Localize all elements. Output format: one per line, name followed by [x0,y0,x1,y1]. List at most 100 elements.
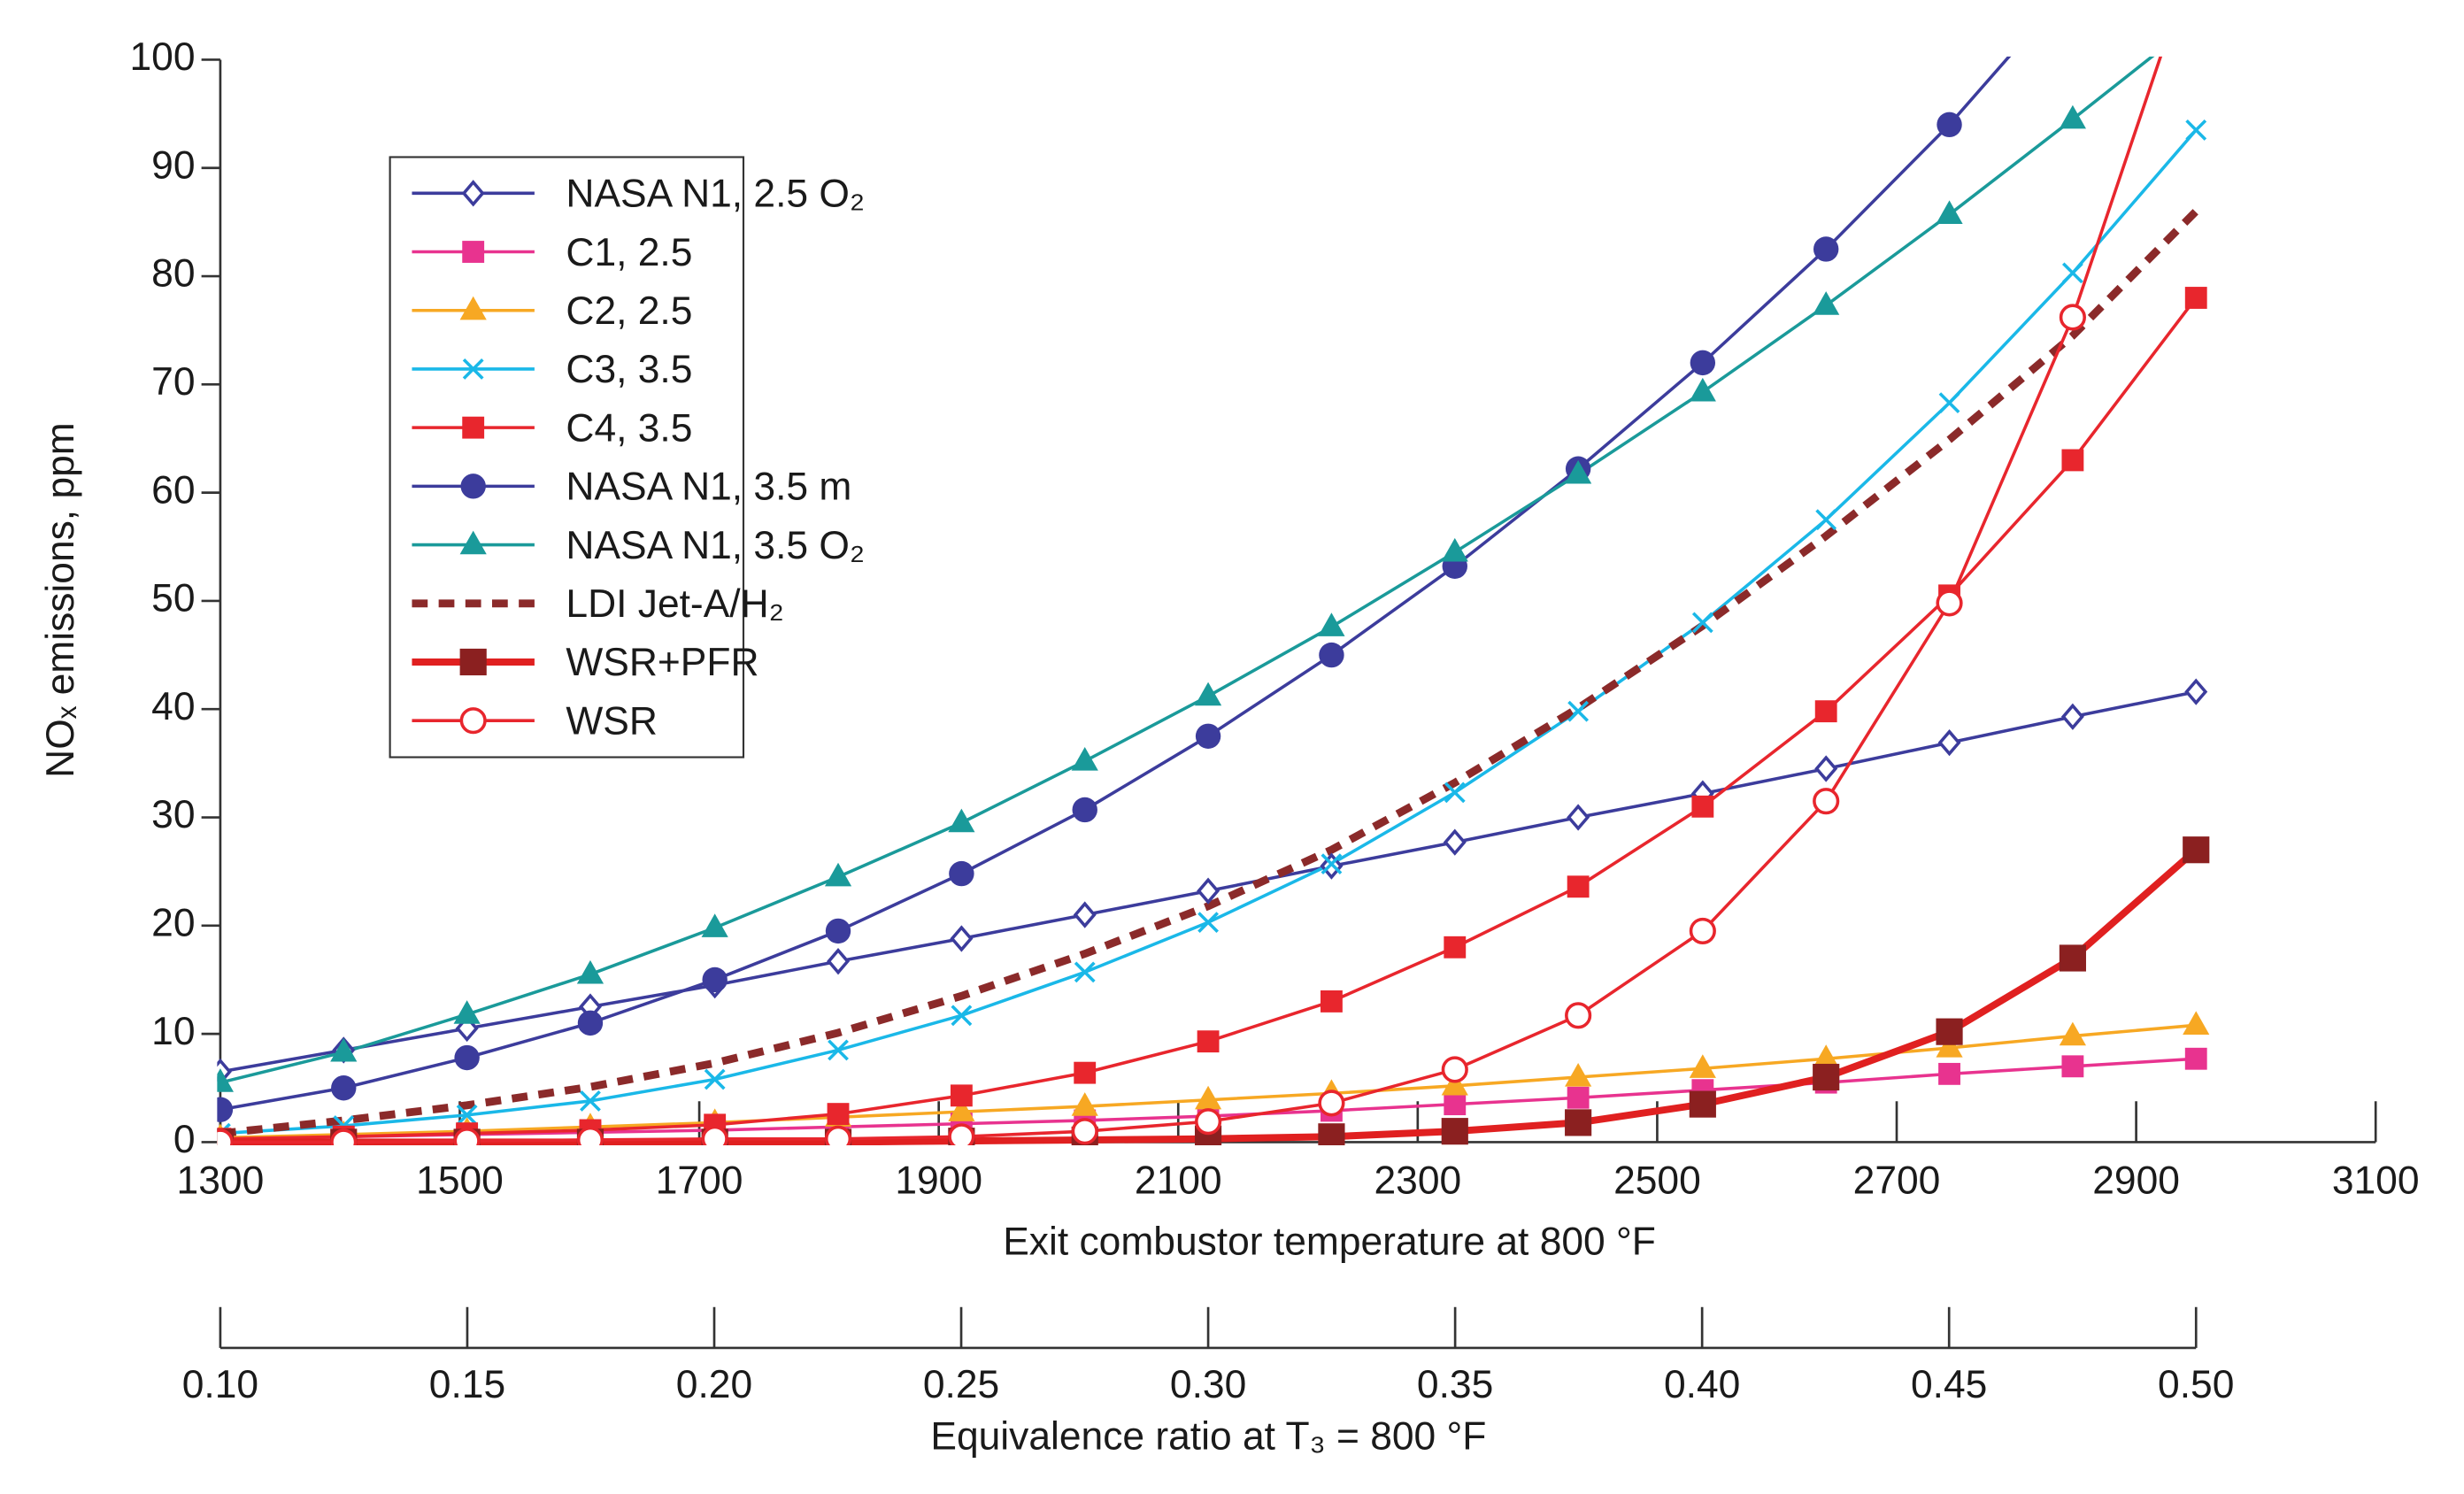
y-tick-label: 70 [151,360,195,404]
x-tick-label: 1300 [177,1159,265,1202]
legend-label: WSR+PFR [566,641,758,684]
marker [948,808,975,833]
marker [951,1005,973,1027]
x-tick-label: 1700 [656,1159,743,1202]
marker [824,862,852,887]
marker [459,530,487,555]
x-tick-label: 3100 [2332,1159,2420,1202]
marker [576,1126,604,1145]
marker [1567,875,1590,898]
marker [2059,944,2086,972]
x2-tick-label: 0.25 [923,1363,999,1406]
marker [825,918,851,944]
x-tick-label: 2900 [2092,1159,2180,1202]
marker [461,180,485,207]
marker [1441,1118,1468,1145]
y-tick-label: 50 [151,577,195,620]
marker [948,1123,975,1145]
marker [1567,1086,1590,1109]
x-tick-label: 2700 [1853,1159,1941,1202]
marker [1567,804,1590,831]
marker [462,241,485,263]
legend-label: C3, 3.5 [566,348,692,391]
legend-label: NASA N1, 3.5 m [566,466,851,509]
marker [1197,877,1220,905]
marker [2059,104,2086,129]
marker [1444,1093,1467,1116]
marker [2061,262,2083,284]
marker [702,966,728,993]
marker [1074,961,1096,983]
marker [704,1068,726,1090]
marker [217,1097,234,1122]
marker [453,1000,481,1024]
marker [1813,1044,1840,1068]
marker [2184,678,2208,705]
legend-label: C1, 2.5 [566,231,692,274]
x2-tick-label: 0.20 [676,1363,752,1406]
marker [1938,392,1960,414]
marker [949,860,974,887]
marker [331,1075,357,1101]
y-tick-label: 30 [151,793,195,836]
marker [217,1068,235,1092]
marker [2061,449,2084,472]
marker [1813,291,1840,315]
marker [827,1103,850,1126]
legend-label: NASA N1, 3.5 O₂ [566,524,865,567]
y-tick-label: 100 [130,35,196,79]
marker [462,416,485,439]
marker [1197,1030,1220,1053]
marker [2185,119,2207,141]
x2-tick-label: 0.40 [1664,1363,1740,1406]
legend-label: NASA N1, 2.5 O₂ [566,173,865,216]
marker [1444,782,1466,804]
x2-tick-label: 0.15 [429,1363,505,1406]
legend-label: WSR [566,699,658,743]
x2-axis-label: Equivalence ratio at T₃ = 800 °F [930,1415,1486,1459]
marker [459,296,487,320]
marker [1691,612,1713,634]
marker [1321,853,1343,875]
marker [1689,377,1716,402]
marker [1443,828,1467,856]
marker [1071,746,1098,771]
x2-tick-label: 0.10 [182,1363,258,1406]
marker [456,1104,478,1126]
marker [580,1090,601,1112]
marker [1565,1109,1592,1136]
x2-tick-label: 0.45 [1911,1363,1987,1406]
marker [1936,200,1963,224]
x-tick-label: 2300 [1374,1159,1461,1202]
marker [1073,901,1097,928]
marker [460,474,486,499]
marker [1936,589,1963,617]
marker [701,913,728,937]
marker [459,707,487,735]
legend-label: LDI Jet-A/H₂ [566,582,783,626]
marker [1072,797,1097,823]
marker [1689,1090,1716,1118]
marker [454,1044,480,1071]
y-tick-label: 80 [151,252,195,296]
marker [950,925,974,952]
y-tick-label: 90 [151,143,195,187]
x-tick-label: 1500 [416,1159,504,1202]
y-axis-label: NOₓ emissions, ppm [39,422,82,778]
x-tick-label: 2500 [1613,1159,1701,1202]
marker [1197,912,1219,934]
marker [1814,700,1837,723]
y-tick-label: 40 [151,685,195,728]
marker [1565,1002,1592,1029]
marker [217,1128,235,1145]
x-tick-label: 1900 [895,1159,982,1202]
marker [462,358,484,380]
marker [2183,836,2210,864]
marker [1936,1034,1963,1058]
marker [1321,990,1343,1013]
x2-tick-label: 0.50 [2158,1363,2234,1406]
marker [2183,8,2209,32]
marker [1319,642,1344,668]
marker [701,1125,728,1145]
marker [1565,459,1592,484]
